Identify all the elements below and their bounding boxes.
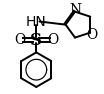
Text: O: O: [86, 28, 97, 42]
Text: O: O: [47, 33, 59, 47]
Text: N: N: [69, 3, 81, 17]
Text: HN: HN: [26, 14, 47, 28]
Text: O: O: [14, 33, 25, 47]
Text: S: S: [30, 32, 42, 49]
